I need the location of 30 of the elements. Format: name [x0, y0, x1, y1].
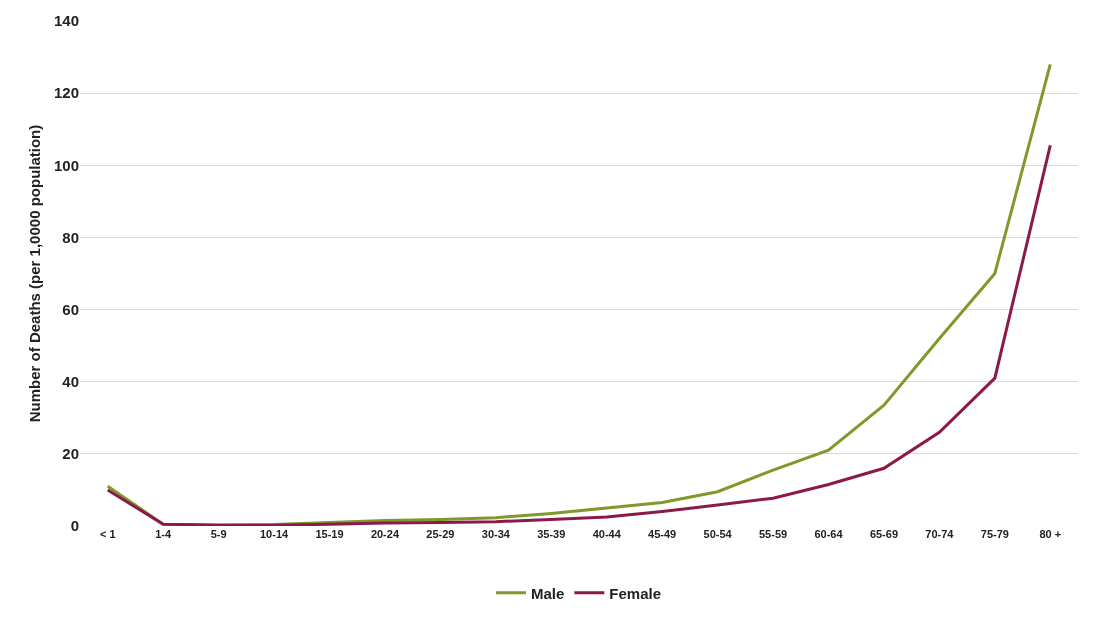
x-tick-label: 15-19 [315, 528, 344, 540]
y-tick-label: 20 [62, 445, 79, 463]
x-tick-label: 40-44 [592, 528, 622, 540]
y-tick-label: 80 [62, 228, 79, 246]
y-tick-label: 0 [70, 517, 79, 535]
x-tick-label: 25-29 [426, 528, 455, 540]
y-tick-label: 120 [53, 84, 79, 102]
x-tick-label: 60-64 [814, 528, 844, 540]
x-tick-label: < 1 [99, 528, 116, 540]
legend-label: Female [609, 584, 662, 602]
x-tick-label: 50-54 [703, 528, 733, 540]
x-tick-label: 65-69 [869, 528, 899, 540]
x-tick-label: 80 + [1039, 528, 1062, 540]
x-tick-label: 5-9 [210, 528, 227, 540]
y-tick-label: 40 [62, 372, 79, 390]
legend-label: Male [531, 584, 565, 602]
x-tick-label: 35-39 [537, 528, 566, 540]
x-tick-label: 55-59 [758, 528, 788, 540]
x-tick-label: 75-79 [980, 528, 1009, 540]
x-tick-label: 45-49 [648, 528, 677, 540]
x-tick-label: 30-34 [481, 528, 511, 540]
y-axis-title: Number of Deaths (per 1,0000 population) [26, 124, 43, 423]
x-tick-label: 20-24 [370, 528, 400, 540]
y-tick-label: 140 [53, 12, 79, 30]
y-tick-label: 60 [62, 300, 79, 318]
x-tick-label: 70-74 [925, 528, 955, 540]
x-tick-label: 10-14 [259, 528, 290, 540]
x-tick-label: 1-4 [155, 528, 172, 540]
line-series [106, 143, 1052, 526]
y-tick-label: 100 [53, 156, 79, 174]
